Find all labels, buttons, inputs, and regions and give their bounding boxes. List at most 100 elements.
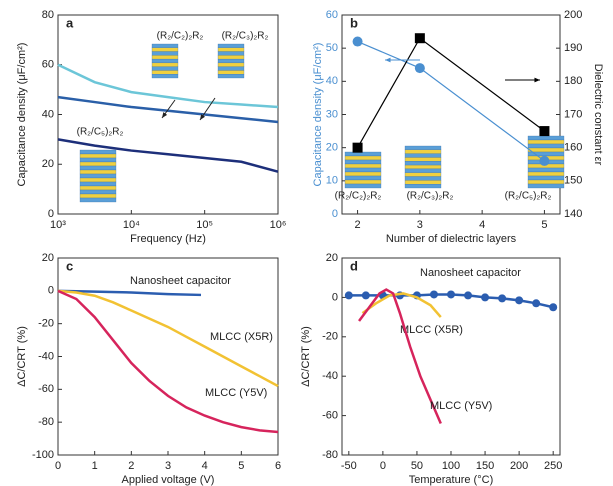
y-tick-label: 80 [42, 9, 54, 21]
x-tick-label: 250 [544, 460, 562, 472]
layer [527, 135, 565, 141]
x-tick-label: 0 [55, 460, 61, 472]
x-axis-label: Temperature (°C) [409, 474, 493, 486]
layer [151, 58, 179, 64]
layer [527, 171, 565, 177]
y2-tick-label: 200 [564, 9, 582, 21]
y-axis-label: Capacitance density (μF/cm²) [312, 43, 324, 187]
y-axis-label: ΔC/CRT (%) [300, 326, 312, 387]
series-label: MLCC (Y5V) [205, 387, 267, 399]
y-tick-label: 40 [42, 108, 54, 120]
y-tick-label: 0 [48, 285, 54, 297]
layer [404, 149, 442, 154]
layer [79, 157, 117, 163]
layer [404, 168, 442, 173]
y-tick-label: -80 [322, 449, 338, 461]
marker [429, 290, 438, 299]
x-tick-label: 5 [541, 219, 547, 231]
marker [532, 299, 541, 308]
series-line [57, 289, 202, 297]
x-axis-label: Applied voltage (V) [122, 474, 215, 486]
panel-label: d [350, 258, 358, 273]
layer [79, 165, 117, 171]
y-tick-label: 20 [42, 158, 54, 170]
series-label: MLCC (Y5V) [430, 400, 492, 412]
y2-tick-label: 160 [564, 142, 582, 154]
layer [404, 161, 442, 166]
marker [352, 142, 363, 153]
arrow-head [385, 57, 391, 63]
annotation: (R₂/C₅)₂R₂ [505, 191, 552, 202]
layer [527, 167, 565, 173]
annotation: (R₂/C₂)₂R₂ [157, 31, 204, 42]
x-tick-label: 10⁴ [123, 219, 140, 231]
x-tick-label: 4 [479, 219, 485, 231]
layer [217, 66, 245, 71]
y-tick-label: 30 [326, 108, 338, 120]
marker [539, 126, 550, 137]
layer [217, 58, 245, 64]
plot-frame [57, 257, 279, 456]
layer [217, 43, 245, 48]
x-tick-label: 5 [238, 460, 244, 472]
series-line [358, 288, 442, 424]
layer [217, 70, 245, 75]
layer [79, 169, 117, 175]
layer [217, 47, 245, 52]
x-tick-label: 2 [128, 460, 134, 472]
x-tick-label: -50 [341, 460, 357, 472]
marker [481, 293, 490, 302]
x-tick-label: 10³ [50, 219, 66, 231]
y-tick-label: -60 [38, 383, 54, 395]
series-label: MLCC (X5R) [210, 331, 273, 343]
layer [79, 197, 117, 203]
y2-tick-label: 140 [564, 208, 582, 220]
marker [361, 291, 370, 300]
y-tick-label: 50 [326, 42, 338, 54]
y-tick-label: -40 [38, 350, 54, 362]
y-tick-label: 20 [326, 142, 338, 154]
y-tick-label: -40 [322, 370, 338, 382]
layer [151, 51, 179, 56]
x-tick-label: 4 [202, 460, 208, 472]
layer [404, 176, 442, 181]
y-tick-label: 60 [326, 9, 338, 21]
layer [151, 47, 179, 52]
y2-tick-label: 170 [564, 108, 582, 120]
layer [217, 74, 245, 79]
layer [344, 151, 382, 157]
x-tick-label: 0 [380, 460, 386, 472]
x-tick-label: 50 [411, 460, 423, 472]
y-tick-label: -20 [322, 331, 338, 343]
layer [79, 193, 117, 199]
marker [498, 294, 507, 303]
layer [151, 43, 179, 48]
layer [79, 161, 117, 167]
marker [447, 290, 455, 299]
y-tick-label: -20 [38, 318, 54, 330]
y-tick-label: 10 [326, 175, 338, 187]
series-label: Nanosheet capacitor [130, 275, 231, 287]
layer [404, 153, 442, 158]
y2-tick-label: 190 [564, 42, 582, 54]
layer [527, 139, 565, 145]
arrow-head [200, 114, 206, 120]
layer [404, 145, 442, 150]
annotation: (R₂/C₃)₂R₂ [222, 31, 269, 42]
layer [79, 181, 117, 187]
x-tick-label: 1 [92, 460, 98, 472]
layer [217, 55, 245, 60]
y-tick-label: -60 [322, 410, 338, 422]
marker [414, 63, 425, 74]
series-label: MLCC (X5R) [400, 324, 463, 336]
layer [404, 172, 442, 177]
panel-label: a [66, 15, 74, 30]
layer [344, 175, 382, 181]
layer [404, 184, 442, 189]
y-tick-label: -100 [32, 449, 54, 461]
marker [464, 291, 473, 300]
marker [414, 33, 425, 44]
y2-tick-label: 180 [564, 75, 582, 87]
marker [539, 155, 550, 166]
